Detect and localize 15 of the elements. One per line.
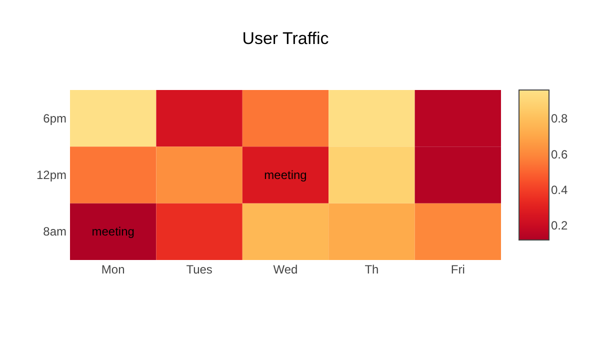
data-label: meeting [264,168,307,182]
x-tick-label: Fri [450,262,465,276]
x-tick-label: Mon [101,262,125,276]
y-tick-label: 6pm [43,111,67,126]
x-tick-label: Tues [186,262,212,276]
x-tick-label: Wed [273,262,298,276]
color-bar-label: 0.6 [551,147,568,162]
y-tick-label: 8am [43,224,67,239]
chart-title: User Traffic [242,29,330,48]
color-bar-label: 0.2 [551,218,568,233]
y-tick-label: 12pm [36,168,66,182]
color-bar-label: 0.8 [551,112,568,126]
x-tick-label: Th [364,262,379,276]
color-bar-label: 0.4 [551,183,568,197]
data-label: meeting [92,224,134,239]
